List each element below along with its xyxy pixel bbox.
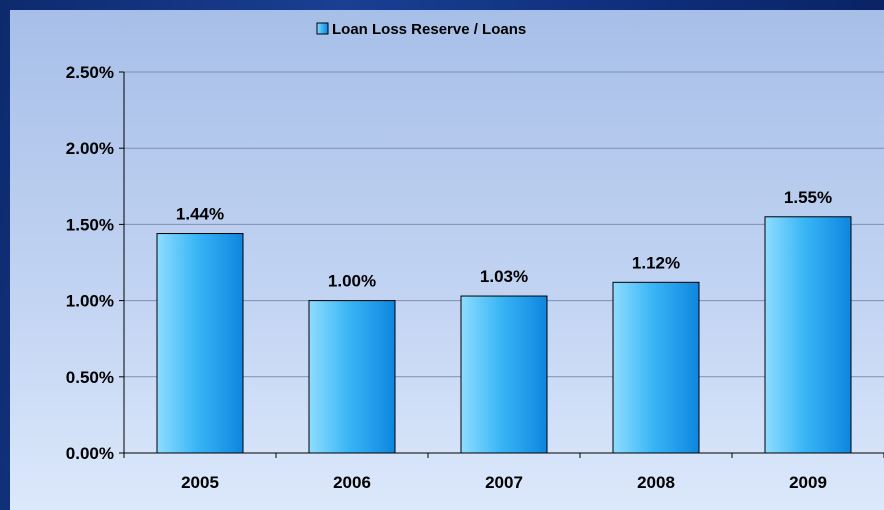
data-label-2009: 1.55% bbox=[784, 188, 832, 207]
data-label-2006: 1.00% bbox=[328, 272, 376, 291]
loan-loss-reserve-bar-chart: Loan Loss Reserve / Loans 1.44% 1.00% 1.03… bbox=[66, 21, 884, 492]
legend-swatch bbox=[316, 22, 329, 35]
data-label-2007: 1.03% bbox=[480, 267, 528, 286]
chart-panel: Loan Loss Reserve / Loans 1.44% 1.00% 1.03… bbox=[10, 10, 884, 510]
data-label-2005: 1.44% bbox=[176, 205, 224, 224]
y-tick-labels: 0.00% 0.50% 1.00% 1.50% 2.00% 2.50% bbox=[66, 63, 114, 463]
bar-2006 bbox=[308, 300, 396, 454]
legend-label: Loan Loss Reserve / Loans bbox=[332, 21, 526, 38]
bar-2005 bbox=[156, 233, 244, 454]
x-tick-labels: 2005 2006 2007 2008 2009 bbox=[181, 473, 827, 492]
data-labels: 1.44% 1.00% 1.03% 1.12% 1.55% bbox=[176, 188, 832, 291]
bar-2009 bbox=[764, 216, 852, 454]
y-tick-label: 1.50% bbox=[66, 215, 114, 234]
bar-2007 bbox=[460, 295, 548, 454]
y-tick-label: 1.00% bbox=[66, 292, 114, 311]
legend: Loan Loss Reserve / Loans bbox=[316, 21, 526, 38]
x-tick-label-2006: 2006 bbox=[333, 473, 371, 492]
x-tick-label-2007: 2007 bbox=[485, 473, 523, 492]
y-tick-label: 0.50% bbox=[66, 368, 114, 387]
data-label-2008: 1.12% bbox=[632, 253, 680, 272]
gridlines bbox=[124, 71, 884, 378]
bar-2008 bbox=[612, 281, 700, 454]
x-tick-label-2009: 2009 bbox=[789, 473, 827, 492]
y-tick-label: 2.00% bbox=[66, 139, 114, 158]
x-tick-label-2008: 2008 bbox=[637, 473, 675, 492]
axes bbox=[119, 71, 884, 458]
y-tick-label: 2.50% bbox=[66, 63, 114, 82]
y-tick-label: 0.00% bbox=[66, 444, 114, 463]
bars bbox=[156, 216, 852, 454]
x-tick-label-2005: 2005 bbox=[181, 473, 219, 492]
